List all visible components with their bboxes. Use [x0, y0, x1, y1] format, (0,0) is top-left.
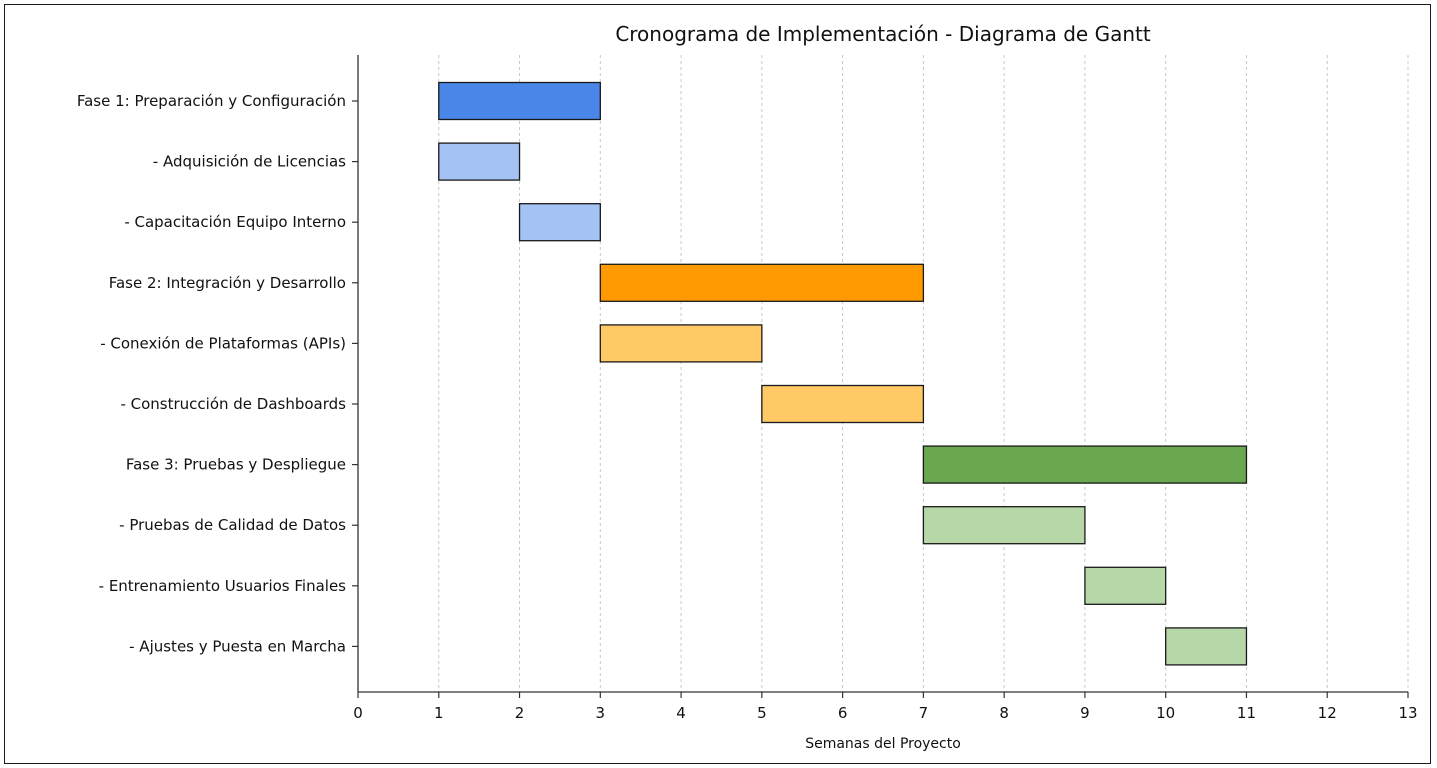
phase-bar: [438, 81, 601, 121]
x-tick-label: 6: [838, 704, 848, 722]
x-tick-label: 7: [919, 704, 929, 722]
task-label: - Adquisición de Licencias: [153, 153, 346, 171]
x-tick-labels: 0 1 2 3 4 5 6 7 8 9 10 11 12 13: [353, 704, 1417, 722]
axis-layer: [352, 55, 1409, 698]
grid-layer: [438, 55, 1409, 692]
task-label: - Capacitación Equipo Interno: [124, 213, 346, 231]
x-tick-label: 0: [353, 704, 363, 722]
task-label: Fase 1: Preparación y Configuración: [77, 92, 346, 110]
task-bar: [518, 203, 601, 242]
x-tick-label: 4: [676, 704, 686, 722]
task-label: Fase 3: Pruebas y Despliegue: [126, 456, 346, 474]
task-label: - Pruebas de Calidad de Datos: [119, 516, 346, 534]
task-bar: [1084, 566, 1167, 605]
task-bar: [599, 324, 763, 363]
phase-bar: [922, 445, 1248, 484]
x-tick-label: 11: [1237, 704, 1256, 722]
task-label: - Conexión de Plataformas (APIs): [100, 334, 346, 352]
x-tick-label: 1: [434, 704, 444, 722]
task-bar: [1165, 627, 1248, 666]
x-tick-label: 10: [1156, 704, 1175, 722]
x-tick-label: 8: [999, 704, 1009, 722]
x-tick-label: 12: [1318, 704, 1337, 722]
task-label: - Construcción de Dashboards: [120, 395, 346, 413]
x-tick-label: 13: [1398, 704, 1417, 722]
x-tick-label: 5: [757, 704, 767, 722]
chart-title: Cronograma de Implementación - Diagrama …: [615, 22, 1151, 46]
bar-layer: [438, 81, 1248, 666]
x-axis-label: Semanas del Proyecto: [805, 736, 961, 752]
task-bar: [922, 506, 1086, 545]
x-tick-label: 3: [596, 704, 606, 722]
x-tick-label: 9: [1080, 704, 1090, 722]
x-tick-label: 2: [515, 704, 525, 722]
task-bar: [438, 142, 521, 181]
task-label: - Entrenamiento Usuarios Finales: [99, 577, 347, 595]
task-bar: [761, 384, 925, 424]
task-label: - Ajustes y Puesta en Marcha: [129, 637, 346, 655]
task-label: Fase 2: Integración y Desarrollo: [109, 274, 346, 292]
phase-bar: [599, 263, 925, 302]
category-labels: Fase 1: Preparación y Configuración - Adq…: [77, 92, 346, 655]
